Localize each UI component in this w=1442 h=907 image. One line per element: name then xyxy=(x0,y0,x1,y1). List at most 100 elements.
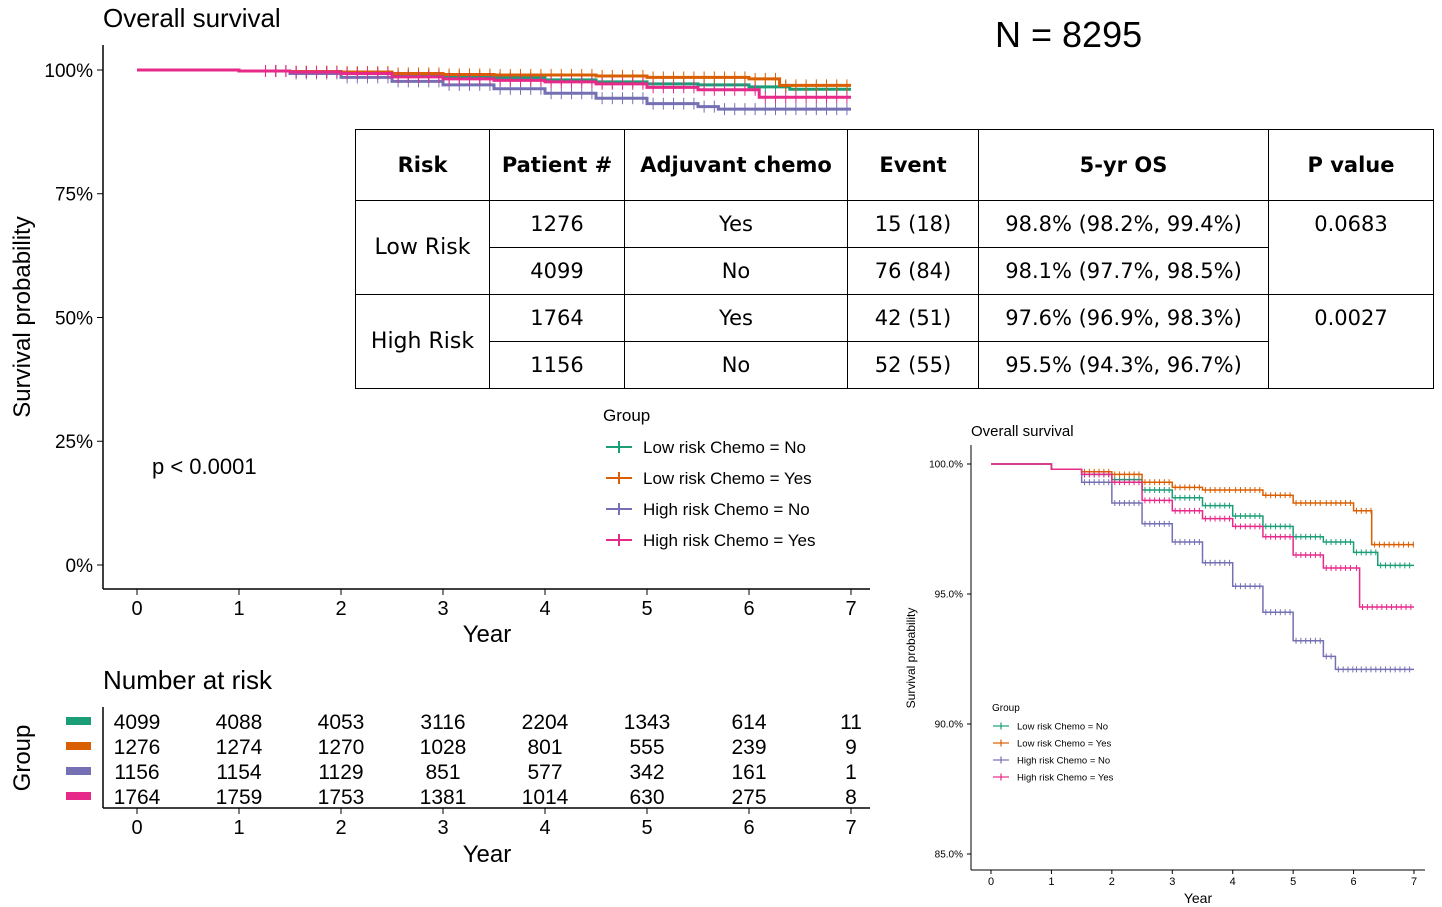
inset-y-axis-label: Survival probability xyxy=(904,608,918,709)
pvalue-cell-empty xyxy=(1268,247,1434,295)
risk-cell: Low Risk xyxy=(355,200,490,295)
y-tick-label: 25% xyxy=(55,432,93,453)
survival-curve xyxy=(991,463,1414,671)
x-tick-label: 0 xyxy=(131,598,142,620)
survival-curve xyxy=(991,463,1414,608)
x-tick-label: 6 xyxy=(743,598,754,620)
risk-count: 1014 xyxy=(522,786,569,809)
risk-row-color-key xyxy=(66,742,91,750)
risk-count: 1274 xyxy=(216,736,263,759)
main-legend-title: Group xyxy=(603,406,650,425)
legend-label: High risk Chemo = No xyxy=(643,500,810,519)
chemo-cell: No xyxy=(624,341,848,389)
main-y-axis-label: Survival probability xyxy=(9,216,36,417)
risk-row-color-key xyxy=(66,767,91,775)
risk-count: 555 xyxy=(629,736,664,759)
legend-label: Low risk Chemo = No xyxy=(1017,722,1108,733)
patients-cell: 1156 xyxy=(489,341,625,389)
y-tick-label: 75% xyxy=(55,185,93,206)
risk-count: 614 xyxy=(731,711,766,734)
risk-count: 2204 xyxy=(522,711,569,734)
header-5yr-os: 5-yr OS xyxy=(978,129,1269,201)
pvalue-cell-empty xyxy=(1268,341,1434,389)
legend-label: Low risk Chemo = Yes xyxy=(1017,739,1112,750)
legend-label: Low risk Chemo = No xyxy=(643,438,806,457)
patients-cell: 1764 xyxy=(489,294,625,342)
inset-survival-plot: Overall survival Survival probability Ye… xyxy=(904,423,1425,906)
patients-cell: 1276 xyxy=(489,200,625,248)
header-adjuvant-chemo: Adjuvant chemo xyxy=(624,129,848,201)
x-tick-label: 0 xyxy=(131,817,142,839)
y-tick-label: 0% xyxy=(66,556,94,577)
risk-count: 630 xyxy=(629,786,664,809)
x-tick-label: 2 xyxy=(335,598,346,620)
risk-count: 1764 xyxy=(114,786,161,809)
chemo-cell: Yes xyxy=(624,200,848,248)
risk-count: 1759 xyxy=(216,786,263,809)
x-tick-label: 3 xyxy=(437,817,448,839)
risk-count: 1276 xyxy=(114,736,161,759)
chemo-cell: Yes xyxy=(624,294,848,342)
os-cell: 97.6% (96.9%, 98.3%) xyxy=(978,294,1269,342)
x-tick-label: 2 xyxy=(1109,876,1115,888)
os-cell: 98.8% (98.2%, 99.4%) xyxy=(978,200,1269,248)
risk-row-color-key xyxy=(66,792,91,800)
risk-count: 1270 xyxy=(318,736,365,759)
main-survival-plot: Overall survival Survival probability Ye… xyxy=(9,3,870,648)
risk-count: 1381 xyxy=(420,786,467,809)
os-cell: 98.1% (97.7%, 98.5%) xyxy=(978,247,1269,295)
x-tick-label: 4 xyxy=(1230,876,1236,888)
risk-count: 8 xyxy=(845,786,857,809)
event-cell: 76 (84) xyxy=(847,247,979,295)
x-tick-label: 7 xyxy=(845,598,856,620)
survival-summary-table: Risk Patient # Adjuvant chemo Event 5-yr… xyxy=(355,129,1434,389)
y-tick-label: 100% xyxy=(44,61,93,82)
main-chart-title: Overall survival xyxy=(103,3,281,33)
patients-cell: 4099 xyxy=(489,247,625,295)
event-cell: 42 (51) xyxy=(847,294,979,342)
x-tick-label: 5 xyxy=(641,598,652,620)
table-row: 1156 No 52 (55) 95.5% (94.3%, 96.7%) xyxy=(356,341,1434,389)
risk-count: 1343 xyxy=(624,711,671,734)
sample-size-label: N = 8295 xyxy=(995,14,1142,55)
risk-count: 1129 xyxy=(318,761,363,784)
header-risk: Risk xyxy=(355,129,490,201)
main-x-axis-label: Year xyxy=(463,621,512,648)
x-tick-label: 5 xyxy=(641,817,652,839)
header-event: Event xyxy=(847,129,979,201)
risk-table-title: Number at risk xyxy=(103,665,273,695)
y-tick-label: 90.0% xyxy=(935,720,963,731)
legend-label: High risk Chemo = No xyxy=(1017,756,1110,767)
risk-count: 1753 xyxy=(318,786,365,809)
x-tick-label: 1 xyxy=(233,817,244,839)
x-tick-label: 1 xyxy=(233,598,244,620)
risk-count: 1154 xyxy=(216,761,261,784)
x-tick-label: 3 xyxy=(1169,876,1175,888)
number-at-risk-table: Number at risk Group Year 4099 4088 4053 31… xyxy=(9,665,870,868)
risk-cell: High Risk xyxy=(355,294,490,389)
risk-count: 1 xyxy=(845,761,857,784)
risk-row-color-key xyxy=(66,717,91,725)
x-tick-label: 3 xyxy=(437,598,448,620)
x-tick-label: 0 xyxy=(988,876,994,888)
risk-count: 577 xyxy=(527,761,562,784)
risk-count: 4053 xyxy=(318,711,365,734)
risk-x-axis-label: Year xyxy=(463,841,512,868)
x-tick-label: 4 xyxy=(539,817,550,839)
x-tick-label: 5 xyxy=(1290,876,1296,888)
pvalue-cell: 0.0027 xyxy=(1268,294,1434,342)
x-tick-label: 4 xyxy=(539,598,550,620)
risk-count: 4088 xyxy=(216,711,263,734)
legend-label: Low risk Chemo = Yes xyxy=(643,469,812,488)
y-tick-label: 50% xyxy=(55,308,93,329)
inset-legend-title: Group xyxy=(992,703,1020,714)
risk-count: 275 xyxy=(731,786,766,809)
risk-table-ylabel: Group xyxy=(9,725,36,792)
legend-label: High risk Chemo = Yes xyxy=(643,531,815,550)
header-patients: Patient # xyxy=(489,129,625,201)
risk-count: 161 xyxy=(731,761,766,784)
x-tick-label: 7 xyxy=(845,817,856,839)
y-tick-label: 100.0% xyxy=(929,460,963,471)
risk-count: 1028 xyxy=(420,736,467,759)
